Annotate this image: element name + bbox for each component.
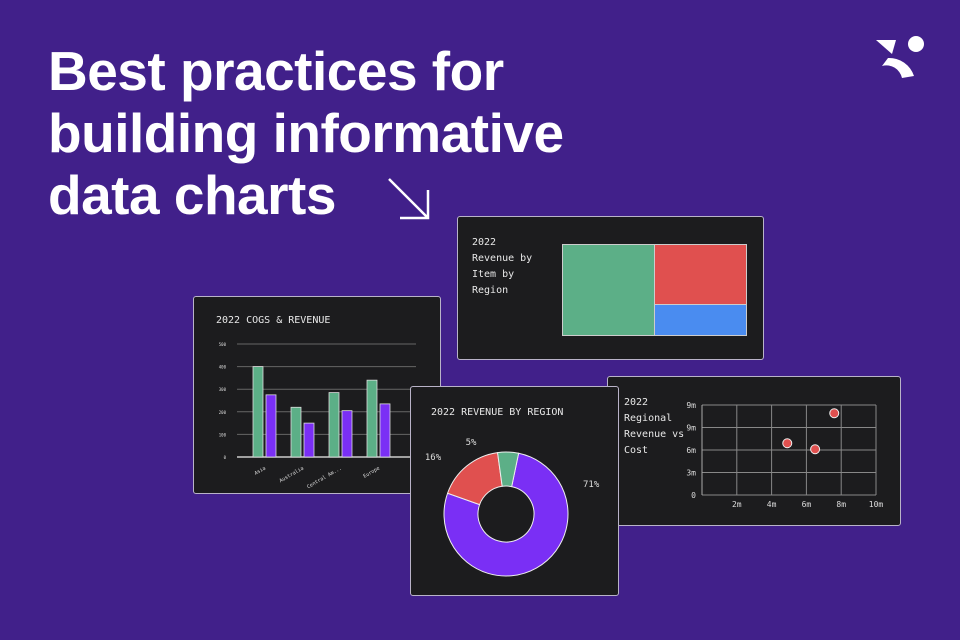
chart-title: 2022 COGS & REVENUE [216, 315, 331, 326]
bar [303, 422, 315, 458]
y-tick-label: 6m [686, 446, 696, 455]
scatter-card: 2022 Regional Revenue vs Cost 0 3m 6m 9m 9m 2… [607, 376, 901, 526]
y-tick-label: 3m [686, 469, 696, 478]
x-tick-label: Central Am... [306, 466, 343, 491]
donut-chart: 71% 16% 5% [425, 438, 600, 577]
bar [366, 379, 378, 458]
brand-logo-icon [876, 36, 924, 78]
data-point [829, 408, 840, 419]
bar [379, 403, 391, 458]
y-tick-label: 100 [219, 432, 227, 437]
x-tick-label: Australia [279, 466, 305, 485]
headline: Best practices for building informative … [48, 40, 564, 226]
bar [265, 394, 277, 458]
x-tick-label: Asia [254, 466, 267, 477]
bar-chart: 0 100 200 300 400 500 Asia Australia Central Am.… [219, 342, 416, 491]
x-tick-label: 6m [802, 500, 812, 509]
chart-title: 2022 REVENUE BY REGION [431, 407, 564, 418]
y-tick-label: 500 [219, 342, 227, 347]
arrow-down-right-icon [388, 178, 430, 220]
scatter-chart: 0 3m 6m 9m 9m 2m 4m 6m 8m 10m [686, 401, 884, 509]
bar [341, 410, 353, 458]
donut-slice [496, 451, 520, 488]
treemap-cell [562, 244, 655, 336]
headline-line: building informative [48, 102, 564, 164]
bar [290, 406, 302, 458]
bar [252, 366, 264, 458]
y-tick-label: 9m [686, 424, 696, 433]
bar [328, 392, 340, 458]
y-tick-label: 300 [219, 387, 227, 392]
treemap-cell [654, 304, 747, 336]
x-tick-label: 8m [836, 500, 846, 509]
slice-label: 5% [466, 438, 477, 448]
y-tick-label: 400 [219, 365, 227, 370]
y-tick-label: 200 [219, 410, 227, 415]
x-tick-label: 4m [767, 500, 777, 509]
donut-slice [443, 452, 569, 577]
y-tick-label: 0 [224, 455, 227, 460]
slice-label: 71% [583, 480, 600, 490]
y-tick-label: 9m [686, 401, 696, 410]
headline-line: Best practices for [48, 40, 504, 102]
x-tick-label: 2m [732, 500, 742, 509]
x-tick-label: 10m [869, 500, 884, 509]
bar-chart-card: 2022 COGS & REVENUE 0 100 200 300 400 500 Asia… [193, 296, 441, 494]
y-tick-label: 0 [691, 491, 696, 500]
chart-title: 2022 Revenue by Item by Region [472, 237, 533, 296]
x-tick-label: Europe [362, 466, 381, 480]
treemap-card: 2022 Revenue by Item by Region [457, 216, 764, 360]
treemap-cell [654, 244, 747, 305]
chart-title: 2022 Regional Revenue vs Cost [624, 397, 685, 456]
donut-card: 2022 REVENUE BY REGION 71% 16% 5% [410, 386, 619, 596]
headline-line: data charts [48, 164, 336, 226]
slice-label: 16% [425, 453, 442, 463]
data-point [782, 438, 793, 449]
data-point [810, 444, 821, 455]
